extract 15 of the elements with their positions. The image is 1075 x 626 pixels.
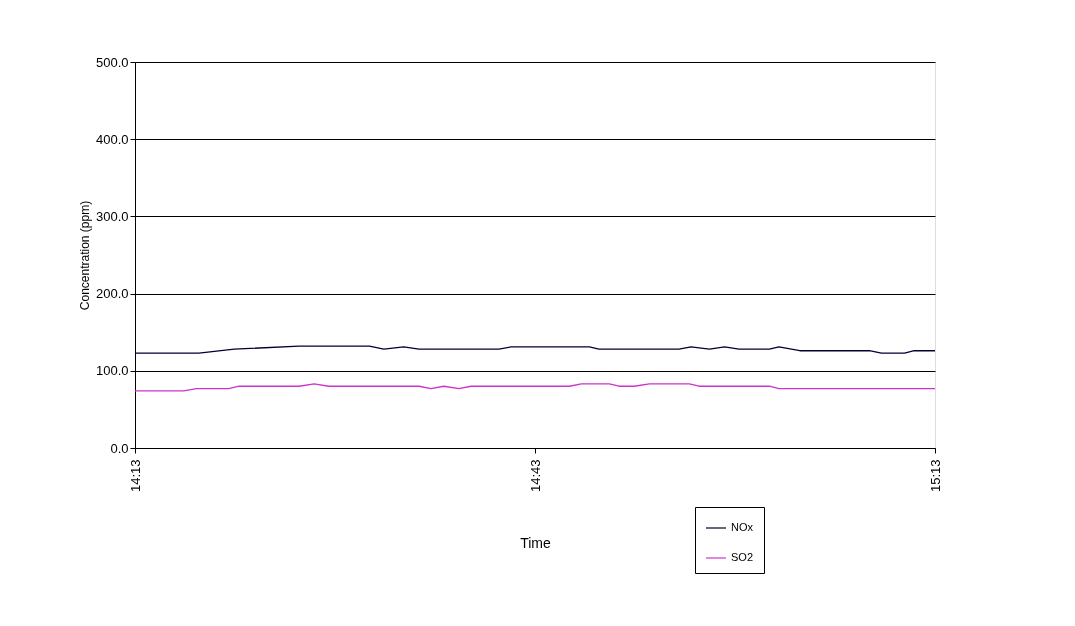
legend-label: NOx bbox=[731, 521, 754, 533]
y-tick-label: 100.0 bbox=[95, 363, 129, 379]
line-series bbox=[134, 345, 936, 354]
y-tick-label: 500.0 bbox=[95, 54, 129, 70]
y-tick-label: 300.0 bbox=[95, 208, 129, 224]
x-tick-label: 15:13 bbox=[927, 459, 943, 493]
y-tick-label: 200.0 bbox=[95, 286, 129, 302]
legend-label: SO2 bbox=[731, 551, 754, 563]
x-tick-label: 14:43 bbox=[527, 459, 543, 493]
y-axis-title: Concentration (ppm) bbox=[77, 200, 92, 311]
x-axis-title: Time bbox=[520, 535, 552, 552]
x-tick-label: 14:13 bbox=[127, 459, 143, 493]
y-tick-label: 400.0 bbox=[95, 131, 129, 147]
line-series bbox=[134, 383, 936, 392]
y-tick-label: 0.0 bbox=[110, 440, 129, 456]
